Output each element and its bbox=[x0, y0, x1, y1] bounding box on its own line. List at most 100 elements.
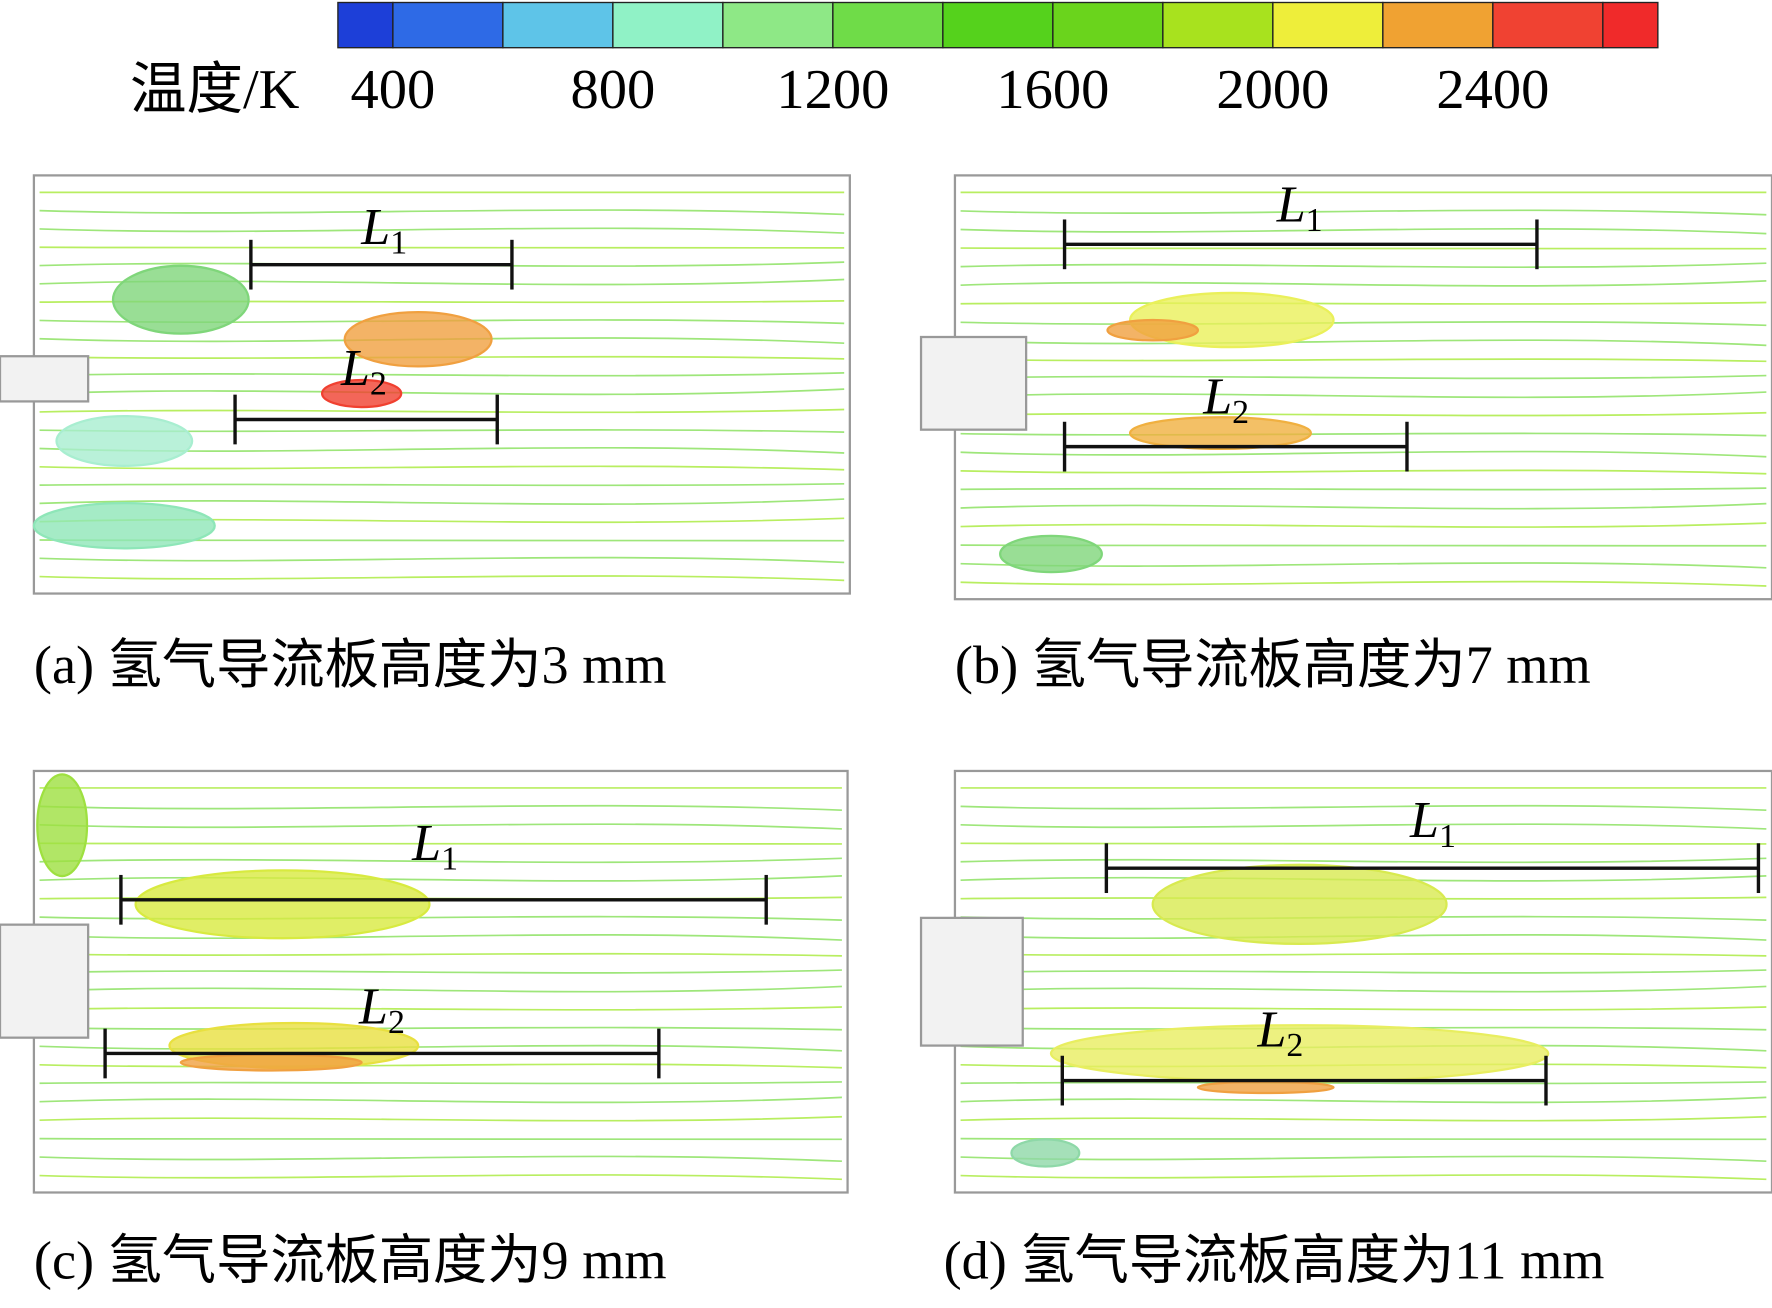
symbol: L bbox=[360, 199, 390, 256]
subscript: 1 bbox=[1306, 202, 1323, 239]
caption: (c) 氢气导流板高度为9 mm bbox=[34, 1230, 667, 1290]
streamline bbox=[960, 502, 1767, 510]
streamline bbox=[960, 1174, 1767, 1181]
streamline bbox=[39, 934, 842, 941]
subscript: 2 bbox=[388, 1004, 405, 1041]
symbol: L bbox=[1202, 368, 1232, 425]
streamline bbox=[960, 1115, 1767, 1122]
colorbar-segment bbox=[1162, 1, 1274, 49]
streamline bbox=[960, 823, 1767, 830]
colorbar-segment bbox=[1052, 1, 1164, 49]
streamline bbox=[960, 1081, 1767, 1085]
streamline bbox=[39, 372, 845, 377]
subscript: 2 bbox=[1232, 394, 1249, 431]
streamline bbox=[960, 209, 1767, 216]
subscript: 1 bbox=[1439, 818, 1456, 855]
streamline bbox=[39, 823, 842, 830]
streamline bbox=[960, 985, 1767, 993]
colorbar-segment bbox=[502, 1, 614, 49]
streamline bbox=[960, 1096, 1767, 1104]
vortex bbox=[36, 773, 89, 878]
streamline bbox=[39, 985, 842, 993]
dimension-label: L1 bbox=[1409, 792, 1456, 854]
streamline bbox=[39, 875, 842, 882]
streamline bbox=[960, 432, 1767, 437]
vortex bbox=[1151, 863, 1448, 946]
streamline bbox=[39, 1044, 842, 1052]
caption: (b) 氢气导流板高度为7 mm bbox=[955, 635, 1591, 695]
colorbar-segment bbox=[942, 1, 1054, 49]
subscript: 2 bbox=[1286, 1027, 1303, 1064]
streamline bbox=[960, 247, 1767, 250]
streamline bbox=[960, 262, 1767, 269]
vortex bbox=[343, 311, 493, 368]
colorbar-segment bbox=[1382, 1, 1494, 49]
colorbar-segment bbox=[832, 1, 944, 49]
inlet bbox=[919, 335, 1028, 431]
caption: (d) 氢气导流板高度为11 mm bbox=[944, 1230, 1605, 1290]
subscript: 1 bbox=[390, 224, 407, 261]
streamline bbox=[960, 1006, 1767, 1011]
vortex bbox=[1196, 1080, 1335, 1095]
streamline bbox=[39, 1063, 842, 1069]
symbol: L bbox=[340, 340, 370, 397]
streamline bbox=[960, 280, 1767, 287]
streamline bbox=[39, 498, 845, 505]
streamline bbox=[39, 388, 845, 396]
streamline bbox=[39, 1115, 842, 1122]
vortex bbox=[320, 378, 403, 409]
streamline bbox=[39, 969, 842, 974]
symbol: L bbox=[1276, 176, 1306, 233]
streamline bbox=[39, 1006, 842, 1011]
vortex bbox=[134, 869, 431, 940]
streamline bbox=[39, 465, 845, 471]
streamline bbox=[960, 522, 1767, 528]
vortex bbox=[1128, 416, 1313, 451]
streamline bbox=[39, 952, 842, 957]
streamline bbox=[960, 320, 1767, 327]
streamline bbox=[39, 246, 845, 249]
streamline bbox=[960, 301, 1767, 305]
symbol: L bbox=[411, 815, 441, 872]
streamline bbox=[39, 842, 842, 845]
streamline bbox=[960, 358, 1767, 363]
streamline bbox=[39, 482, 845, 487]
streamline bbox=[39, 1174, 842, 1181]
streamline bbox=[39, 575, 845, 582]
vortex bbox=[32, 502, 216, 550]
domain bbox=[953, 769, 1772, 1194]
dimension-label: L2 bbox=[340, 340, 387, 402]
streamline bbox=[960, 469, 1767, 475]
dimension-label: L2 bbox=[1202, 368, 1249, 430]
streamline bbox=[39, 227, 845, 234]
colorbar-segment bbox=[392, 1, 504, 49]
streamline bbox=[960, 842, 1767, 845]
streamline bbox=[960, 450, 1767, 458]
symbol: L bbox=[1409, 792, 1439, 849]
streamline bbox=[39, 1137, 842, 1141]
vortex bbox=[999, 534, 1103, 574]
inlet bbox=[0, 923, 90, 1039]
dimension-label: L1 bbox=[411, 815, 458, 877]
caption: (a) 氢气导流板高度为3 mm bbox=[34, 635, 667, 695]
colorbar-tick-label: 800 bbox=[571, 59, 656, 121]
vortex bbox=[1010, 1138, 1081, 1168]
domain bbox=[953, 174, 1772, 601]
colorbar-segment bbox=[1492, 1, 1604, 49]
streamline bbox=[960, 227, 1767, 235]
symbol: L bbox=[1256, 1001, 1286, 1058]
streamline bbox=[39, 804, 842, 812]
dimension-label: L2 bbox=[358, 979, 405, 1041]
colorbar-tick-label: 400 bbox=[351, 59, 436, 121]
vortex bbox=[111, 264, 250, 335]
colorbar-segment bbox=[722, 1, 834, 49]
colorbar-segment bbox=[1602, 1, 1659, 49]
streamline bbox=[39, 1096, 842, 1104]
colorbar-tick-label: 2400 bbox=[1436, 59, 1549, 121]
streamline bbox=[39, 408, 845, 414]
